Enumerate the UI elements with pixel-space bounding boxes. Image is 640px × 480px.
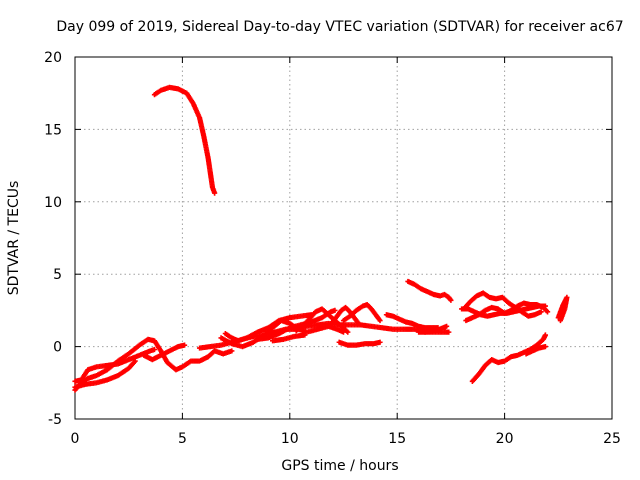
data-point (302, 332, 308, 338)
x-tick-label: 5 (178, 431, 187, 447)
labels-layer: GPS time / hours SDTVAR / TECUs (6, 181, 399, 474)
x-tick-label: 10 (281, 431, 299, 447)
data-point (444, 323, 450, 329)
series-arc-12 (325, 304, 362, 329)
axes-layer: 0 5 10 15 20 25 -5 0 5 10 15 20 (44, 50, 621, 447)
data-point (345, 329, 351, 335)
data-point (212, 190, 218, 196)
x-tick-label: 20 (496, 431, 514, 447)
y-tick-label: 10 (44, 195, 62, 211)
series-arc-13 (340, 302, 383, 324)
y-axis-label: SDTVAR / TECUs (6, 181, 22, 296)
data-point (538, 309, 544, 315)
y-tick-label: 20 (44, 50, 62, 66)
series-arc-11 (293, 306, 351, 335)
series-arc-23 (555, 294, 570, 324)
data-point (332, 307, 338, 313)
chart-title: Day 099 of 2019, Sidereal Day-to-day VTE… (56, 19, 624, 35)
data-point (448, 297, 454, 303)
series-arc-10 (270, 332, 308, 344)
x-axis-label: GPS time / hours (281, 458, 398, 474)
series-arc-3 (72, 346, 158, 384)
data-point (151, 346, 158, 353)
series-arc-4 (72, 358, 138, 390)
y-tick-label: 15 (44, 122, 62, 138)
x-tick-label: 0 (71, 431, 80, 447)
series-arc-22 (523, 344, 549, 357)
series-arc-1 (151, 84, 218, 196)
data-point (544, 309, 551, 315)
data-point (181, 342, 188, 348)
data-point (542, 344, 549, 350)
series-arc-5 (141, 342, 188, 363)
y-tick-label: 5 (53, 267, 62, 283)
series-arc-21 (469, 332, 549, 384)
series-arc-17 (405, 278, 454, 303)
x-tick-label: 25 (603, 431, 621, 447)
y-tick-label: 0 (53, 340, 62, 356)
data-point (542, 332, 549, 338)
series-arc-14 (336, 339, 383, 348)
data-point (377, 339, 383, 345)
data-points-layer (72, 84, 570, 393)
grid-layer (75, 57, 612, 419)
data-point (377, 317, 383, 324)
data-point (446, 329, 452, 335)
series-arc-20 (463, 300, 551, 324)
data-point (557, 317, 564, 324)
series-arc-16 (416, 329, 452, 335)
data-point (355, 320, 362, 327)
plot-frame (74, 56, 613, 420)
data-point (229, 348, 235, 354)
data-point (435, 325, 441, 331)
y-tick-label: -5 (48, 412, 62, 428)
series-arc-15 (383, 312, 441, 331)
x-tick-label: 15 (388, 431, 406, 447)
data-point (132, 358, 138, 364)
series-arc-8 (222, 312, 314, 344)
